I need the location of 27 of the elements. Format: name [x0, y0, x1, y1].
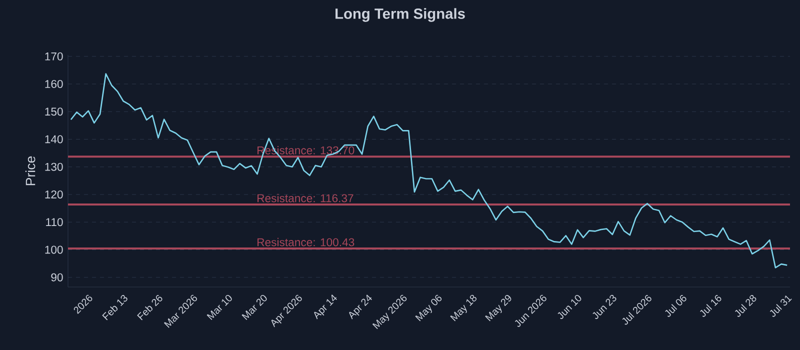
ref-line-label: Resistance: 100.43	[258, 238, 354, 246]
x-tick-label: Feb 26	[137, 295, 162, 320]
y-tick-label: 160	[45, 80, 63, 88]
x-tick-label: Jul 31	[770, 295, 792, 317]
y-tick-label: 120	[45, 190, 63, 198]
x-tick-label: Apr 14	[314, 294, 337, 320]
ref-line-label: Resistance: 116.37	[258, 194, 354, 202]
x-tick-label: Jun 23	[592, 294, 616, 320]
y-tick-label: 90	[51, 273, 63, 282]
y-tick-label: 100	[45, 246, 63, 254]
x-tick-label: Mar 10	[206, 294, 232, 320]
y-tick-label: 170	[45, 52, 63, 60]
x-tick-label: Apr 24	[349, 294, 372, 320]
y-tick-label: 140	[45, 135, 63, 144]
x-tick-label: May 18	[450, 294, 477, 322]
x-tick-label: Jul 16	[700, 295, 722, 317]
x-tick-label: Jul 28	[734, 295, 756, 317]
y-axis-title: Price	[25, 156, 36, 186]
x-tick-label: Mar 20	[242, 294, 267, 320]
y-tick-label: 150	[45, 108, 63, 116]
x-tick-label: Jul 06	[665, 295, 686, 317]
y-tick-label: 110	[46, 218, 63, 226]
y-tick-label: 130	[45, 162, 63, 171]
x-tick-label: May 06	[415, 294, 442, 322]
chart-title: Long Term Signals	[336, 8, 465, 22]
x-tick-label: Feb 13	[102, 295, 128, 320]
x-tick-label: Jun 10	[558, 294, 582, 320]
